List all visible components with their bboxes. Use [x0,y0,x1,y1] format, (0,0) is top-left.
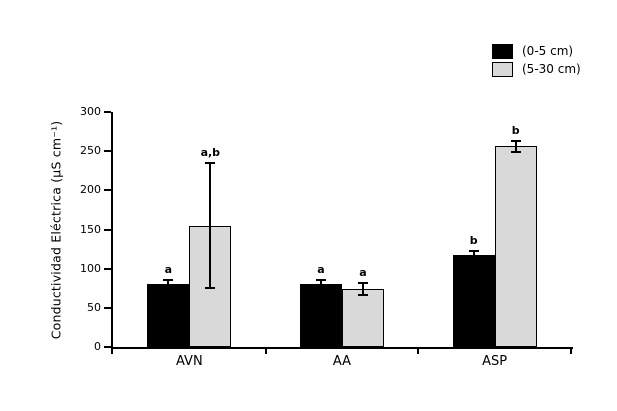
error-bar-line [209,162,212,289]
bar-asp-series0 [452,255,495,347]
significance-letter: b [469,233,478,247]
bar-aa-series0 [300,284,342,347]
y-tick-label: 50 [87,300,101,314]
x-tick-mark [570,349,572,354]
significance-letter: a [317,263,325,277]
error-bar-cap [468,249,479,252]
legend-swatch-gray [492,62,513,77]
legend-label: (0-5 cm) [522,44,574,58]
error-bar-line [320,280,322,285]
error-bar-cap [316,279,326,282]
x-category-label-aa: AA [332,354,352,369]
y-tick-label: 250 [80,144,101,158]
bar-aa-series1 [342,289,384,347]
x-tick-mark [264,349,267,354]
significance-letter: a [359,265,367,279]
legend-label: (5-30 cm) [522,62,581,76]
y-axis-title: Conductividad Eléctrica (µS cm⁻¹) [48,120,64,340]
error-bar-cap [358,281,368,284]
y-tick-mark [104,228,111,231]
y-tick-mark [104,267,111,270]
error-bar-line [472,250,475,256]
significance-letter: a,b [200,145,221,159]
significance-letter: b [511,123,520,137]
error-bar-cap [205,161,216,164]
y-tick-mark [104,306,111,309]
y-tick-mark [104,150,111,153]
y-tick-label: 150 [80,222,101,236]
bar-asp-series1 [494,146,537,347]
y-tick-mark [104,346,111,348]
x-category-label-avn: AVN [175,354,203,369]
error-bar-cap [358,294,368,297]
significance-letter: a [164,262,173,276]
y-tick-mark [104,189,111,192]
y-axis-line [111,112,113,354]
x-axis-line [111,347,573,349]
y-tick-mark [104,111,111,113]
error-bar-cap [163,278,174,281]
error-bar-cap [510,150,521,153]
y-tick-label: 0 [94,340,101,353]
error-bar-line [362,282,364,296]
legend-swatch-black [492,44,513,59]
x-tick-mark [417,349,420,354]
bar-avn-series0 [147,284,190,347]
legend-item-0-5cm: (0-5 cm) [492,44,581,59]
error-bar-line [167,279,170,285]
plot-area: 0 50 100 150 200 250 300 AVN a a,b AA a a ASP b b [80,105,573,369]
error-bar-cap [205,287,216,290]
y-tick-label: 200 [80,183,101,197]
error-bar-cap [510,139,521,142]
y-tick-label: 300 [80,105,101,118]
y-tick-label: 100 [80,261,101,275]
legend-item-5-30cm: (5-30 cm) [492,62,581,77]
x-category-label-asp: ASP [482,354,508,369]
legend: (0-5 cm) (5-30 cm) [492,44,581,80]
error-bar-line [514,140,517,152]
